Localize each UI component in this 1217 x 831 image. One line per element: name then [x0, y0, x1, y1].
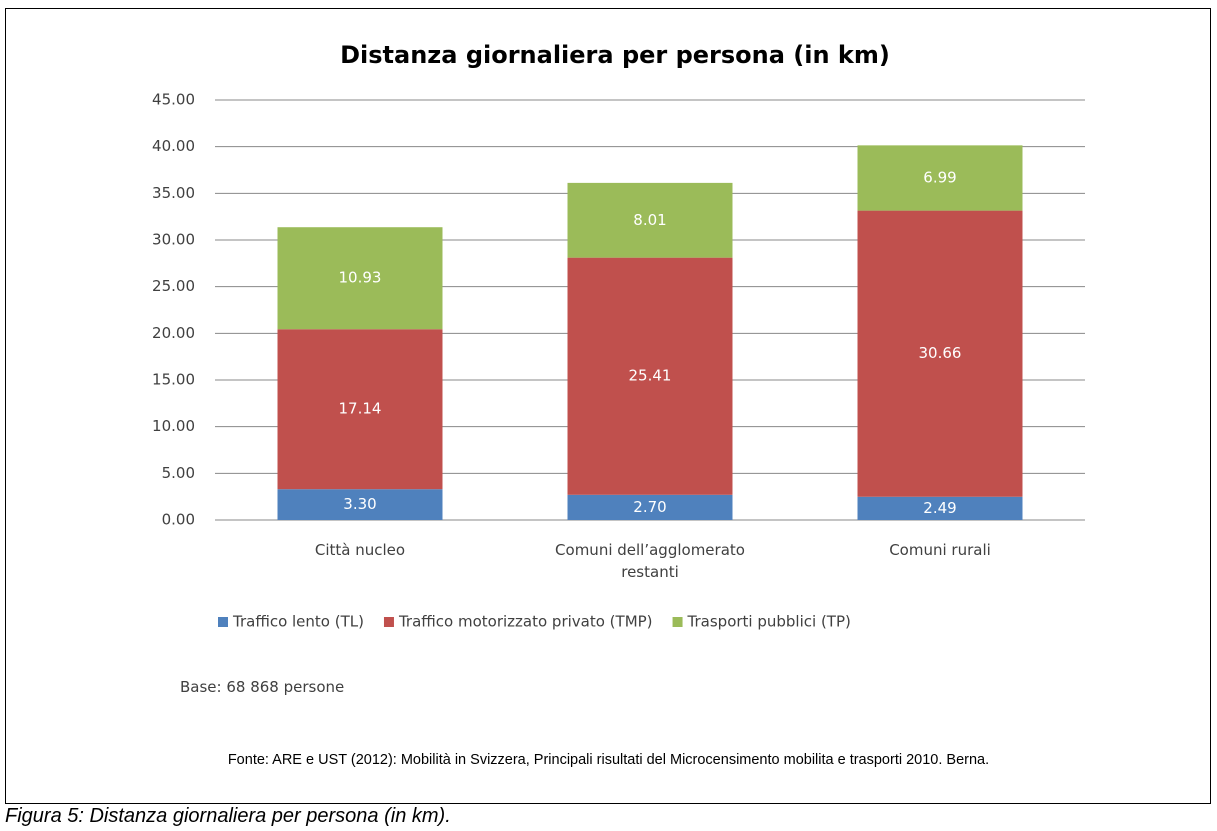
y-tick-label: 45.00 — [152, 91, 195, 109]
legend-swatch — [218, 617, 228, 627]
value-label: 2.70 — [633, 498, 666, 516]
bar-segment — [857, 210, 1023, 497]
legend-label: Traffico lento (TL) — [232, 613, 364, 631]
bar-segment — [277, 489, 443, 520]
value-label: 30.66 — [919, 344, 962, 362]
bar-segment — [567, 257, 733, 495]
caption: Figura 5: Distanza giornaliera per perso… — [5, 805, 451, 827]
legend-label: Trasporti pubblici (TP) — [687, 613, 851, 631]
value-label: 6.99 — [923, 168, 956, 186]
bar-segment — [567, 182, 733, 258]
bar-segment — [277, 227, 443, 330]
y-tick-label: 30.00 — [152, 231, 195, 249]
bar-segment — [857, 496, 1023, 520]
value-label: 17.14 — [339, 400, 382, 418]
legend-swatch — [383, 617, 394, 627]
y-tick-label: 25.00 — [152, 277, 195, 295]
y-tick-label: 20.00 — [152, 324, 195, 342]
y-tick-label: 10.00 — [152, 417, 195, 435]
y-tick-label: 0.00 — [162, 511, 195, 529]
y-tick-label: 15.00 — [152, 371, 195, 389]
value-label: 3.30 — [343, 495, 376, 513]
x-tick-label: Comuni rurali — [889, 541, 991, 559]
figure-frame — [5, 8, 1211, 804]
x-tick-label: Comuni dell’agglomerato restanti — [555, 541, 745, 581]
chart-note: Base: 68 868 persone — [180, 678, 345, 696]
bar-segment — [567, 494, 733, 520]
legend-label: Traffico motorizzato privato (TMP) — [398, 613, 653, 631]
y-tick-label: 5.00 — [162, 464, 195, 482]
value-label: 10.93 — [339, 269, 382, 287]
value-label: 8.01 — [633, 211, 666, 229]
y-tick-label: 35.00 — [152, 184, 195, 202]
x-tick-label: Città nucleo — [314, 541, 406, 559]
y-tick-label: 40.00 — [152, 137, 195, 155]
legend-swatch — [672, 617, 683, 627]
bar-segment — [277, 329, 443, 490]
bar-segment — [857, 145, 1023, 211]
value-label: 2.49 — [923, 499, 956, 517]
chart-title: Distanza giornaliera per persona (in km) — [340, 41, 890, 69]
source: Fonte: ARE e UST (2012): Mobilità in Svi… — [227, 752, 990, 768]
value-label: 25.41 — [629, 367, 672, 385]
